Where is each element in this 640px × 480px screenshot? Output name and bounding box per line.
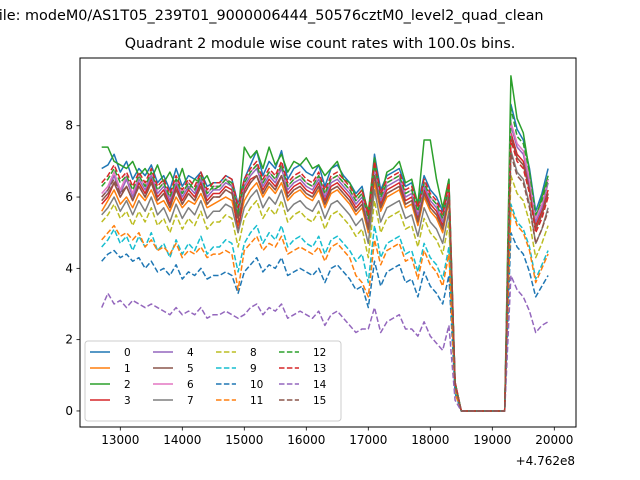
legend-label-2: 2	[124, 379, 131, 391]
legend-label-6: 6	[187, 379, 194, 391]
series-line-12	[101, 107, 549, 412]
legend-label-13: 13	[313, 363, 326, 375]
x-tick-label: 15000	[225, 433, 263, 447]
x-offset-label: +4.762e8	[516, 454, 575, 468]
y-tick-label: 0	[65, 404, 73, 418]
suptitle: n file: modeM0/AS1T05_239T01_9000006444_…	[0, 8, 640, 30]
x-tick-label: 20000	[535, 433, 573, 447]
y-tick-label: 8	[65, 119, 73, 133]
x-tick-label: 13000	[101, 433, 139, 447]
legend-label-4: 4	[187, 347, 194, 359]
chart-title: Quadrant 2 module wise count rates with …	[124, 36, 516, 52]
series-line-15	[101, 153, 549, 412]
legend-label-9: 9	[250, 363, 257, 375]
x-tick-label: 16000	[287, 433, 325, 447]
legend-label-14: 14	[313, 379, 327, 391]
y-tick-label: 4	[65, 261, 73, 275]
x-tick-label: 17000	[349, 433, 387, 447]
legend-label-11: 11	[250, 395, 263, 407]
legend-label-5: 5	[187, 363, 194, 375]
y-axis: 0 2 4 6 8	[65, 119, 80, 418]
legend-label-3: 3	[124, 395, 131, 407]
legend-label-10: 10	[250, 379, 263, 391]
x-tick-label: 19000	[473, 433, 511, 447]
y-tick-label: 6	[65, 190, 73, 204]
legend-label-1: 1	[124, 363, 131, 375]
legend-box	[84, 340, 342, 422]
legend-label-8: 8	[250, 347, 257, 359]
legend-label-12: 12	[313, 347, 326, 359]
series-layer	[101, 75, 549, 412]
plot-frame	[79, 57, 577, 428]
series-line-10	[101, 231, 549, 412]
legend-label-15: 15	[313, 395, 326, 407]
suptitle-text: n file: modeM0/AS1T05_239T01_9000006444_…	[0, 8, 544, 24]
legend-label-0: 0	[124, 347, 131, 359]
x-tick-label: 14000	[163, 433, 201, 447]
x-axis: 13000 14000 15000 16000 17000 18000 19000 20000	[101, 427, 573, 447]
y-tick-label: 2	[65, 333, 73, 347]
legend-label-7: 7	[187, 395, 194, 407]
x-tick-label: 18000	[411, 433, 449, 447]
